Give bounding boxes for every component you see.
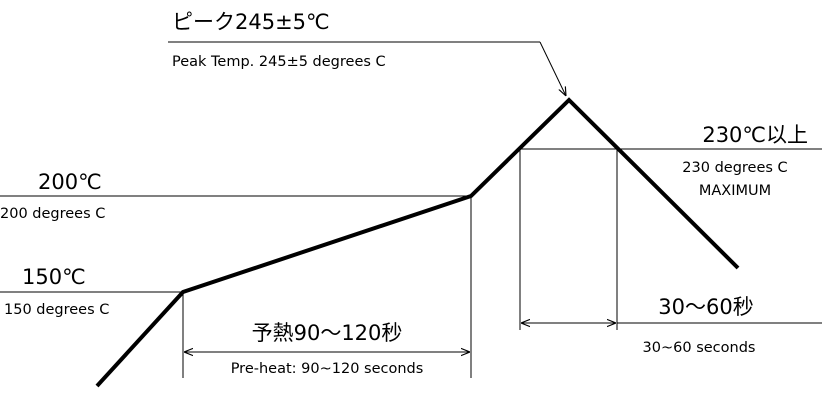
reflow-time-subtitle: 30~60 seconds (643, 340, 756, 356)
peak-subtitle: Peak Temp. 245±5 degrees C (172, 54, 386, 70)
t150-subtitle: 150 degrees C (4, 302, 109, 318)
peak-arrow (539, 41, 566, 96)
preheat-subtitle: Pre-heat: 90~120 seconds (231, 361, 424, 377)
reflow-time-label: 30～60秒 (658, 295, 753, 319)
t150-label: 150℃ (22, 265, 86, 289)
peak-label: ピーク245±5℃ (172, 10, 330, 34)
preheat-label: 予熱90～120秒 (252, 321, 403, 345)
t230-subtitle-line1: 230 degrees C (682, 160, 787, 176)
t200-subtitle: 200 degrees C (0, 206, 105, 222)
t200-label: 200℃ (38, 170, 102, 194)
t230-label: 230℃以上 (702, 123, 808, 147)
t230-subtitle-line2: MAXIMUM (699, 183, 771, 199)
